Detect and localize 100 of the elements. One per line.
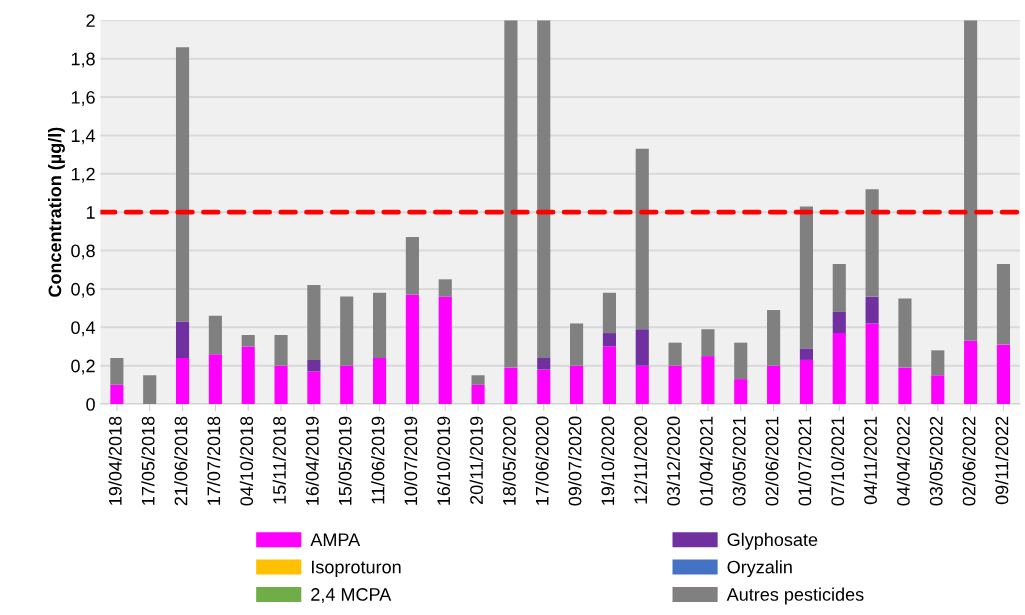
x-tick-label: 17/06/2020 — [535, 416, 549, 505]
bar — [110, 358, 124, 385]
bar — [734, 342, 748, 380]
bar — [832, 311, 846, 334]
bar — [175, 47, 190, 322]
y-tick-label: 0,4 — [71, 321, 96, 337]
bar — [931, 375, 945, 405]
bar — [307, 285, 321, 360]
bar — [307, 371, 321, 405]
x-tick-label: 03/12/2020 — [666, 416, 680, 506]
bar — [996, 263, 1011, 345]
legend-label: 2,4 MCPA — [311, 588, 392, 603]
bar — [635, 365, 649, 405]
x-tick-label: 15/11/2018 — [272, 416, 286, 504]
bar — [701, 329, 715, 357]
bar — [143, 375, 157, 405]
x-tick-label: 04/10/2018 — [239, 416, 254, 506]
bar — [340, 365, 354, 405]
bar — [635, 148, 649, 330]
bar — [208, 354, 222, 405]
x-tick-label: 12/11/2020 — [633, 416, 648, 504]
y-tick-label: 1,8 — [71, 52, 95, 68]
bar — [438, 296, 452, 405]
y-tick-label: 1,4 — [71, 129, 96, 145]
bar — [340, 296, 354, 366]
bar — [602, 346, 616, 405]
legend-label: Glyphosate — [727, 532, 818, 550]
bar — [110, 384, 124, 405]
bar — [175, 358, 190, 405]
bar — [931, 350, 945, 376]
y-axis-title: Concentration (µg/l) — [48, 127, 65, 297]
x-tick-label: 10/07/2019 — [403, 416, 418, 505]
x-tick-label: 16/04/2019 — [305, 416, 319, 505]
y-tick-label: 1,6 — [71, 90, 95, 106]
bar — [602, 292, 616, 334]
bar — [537, 358, 551, 370]
legend-label: Oryzalin — [727, 560, 792, 578]
bar — [734, 379, 748, 405]
bar — [767, 365, 781, 405]
x-tick-label: 17/07/2018 — [206, 416, 221, 505]
bar — [504, 367, 518, 405]
x-tick-label: 20/11/2019 — [469, 416, 483, 504]
bar — [996, 344, 1011, 405]
bar — [537, 369, 551, 405]
bar — [865, 323, 879, 405]
x-tick-label: 11/06/2019 — [371, 416, 385, 504]
bar — [799, 359, 813, 405]
bar — [307, 359, 321, 372]
x-tick-label: 01/04/2021 — [699, 416, 713, 506]
x-tick-label: 17/05/2018 — [141, 416, 155, 505]
bar — [471, 384, 485, 405]
bar — [208, 315, 222, 355]
bar — [570, 365, 584, 405]
bar — [767, 310, 781, 366]
x-tick-label: 03/05/2022 — [929, 416, 943, 506]
x-tick-label: 16/10/2019 — [436, 416, 451, 505]
legend-label: Autres pesticides — [726, 587, 864, 605]
x-tick-label: 19/04/2018 — [108, 416, 122, 505]
x-tick-label: 21/06/2018 — [174, 416, 188, 506]
bar — [405, 294, 419, 405]
x-tick-label: 03/05/2021 — [732, 416, 746, 506]
y-tick-label: 0,6 — [71, 282, 95, 298]
bar — [537, 20, 551, 358]
x-tick-label: 04/11/2021 — [863, 416, 877, 505]
x-tick-label: 02/06/2021 — [765, 416, 779, 506]
x-tick-label: 09/07/2020 — [568, 416, 582, 506]
bar — [438, 279, 452, 297]
bar — [964, 20, 978, 341]
y-tick-label: 1 — [86, 206, 95, 219]
x-tick-label: 04/04/2022 — [896, 416, 910, 506]
x-tick-label: 15/05/2019 — [338, 416, 352, 505]
bar — [898, 298, 912, 368]
x-tick-label: 02/06/2022 — [962, 416, 976, 506]
bar — [175, 321, 190, 358]
bar — [241, 334, 255, 347]
bar — [865, 296, 879, 324]
bar — [602, 333, 616, 347]
bar — [635, 329, 649, 366]
bar — [799, 206, 813, 349]
bar — [570, 323, 584, 366]
y-tick-label: 2 — [86, 14, 95, 27]
y-tick-label: 1,2 — [71, 167, 95, 183]
x-tick-label: 09/11/2022 — [995, 416, 1009, 505]
x-tick-label: 18/05/2020 — [502, 416, 516, 505]
bar — [405, 237, 419, 295]
bar — [832, 263, 846, 312]
legend-label: Isoproturon — [312, 560, 401, 578]
y-tick-label: 0 — [86, 397, 95, 411]
x-tick-label: 07/10/2021 — [830, 416, 845, 506]
x-tick-label: 19/10/2020 — [601, 416, 615, 505]
bar — [832, 333, 846, 405]
y-tick-label: 0,2 — [71, 359, 95, 375]
bar — [241, 346, 255, 405]
bar — [668, 342, 682, 366]
bar — [372, 292, 387, 358]
bar — [898, 367, 912, 405]
bar — [668, 365, 682, 405]
bar — [274, 334, 288, 366]
bar — [274, 365, 288, 405]
legend-label: AMPA — [310, 533, 361, 546]
